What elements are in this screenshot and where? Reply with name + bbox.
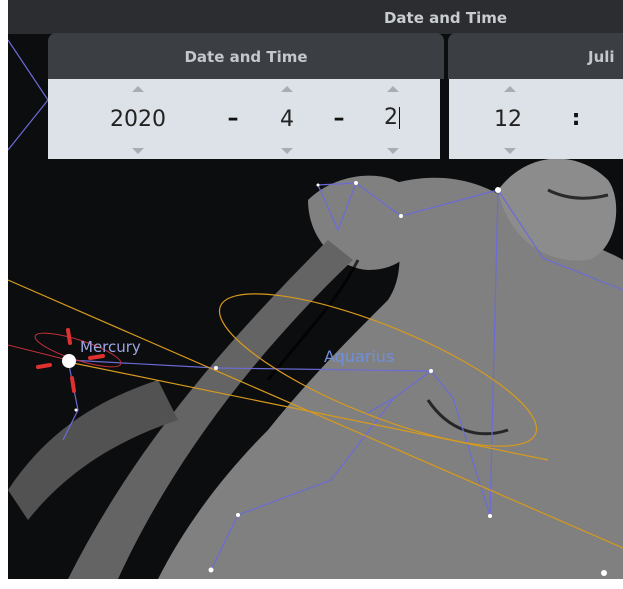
constellation-label: Aquarius xyxy=(324,347,394,366)
day-field[interactable]: 2 xyxy=(384,107,400,129)
hour-field[interactable]: 12 xyxy=(494,107,522,132)
tab-active[interactable]: Date and Time xyxy=(48,33,444,79)
window-title: Date and Time xyxy=(8,9,623,27)
time-panel xyxy=(449,79,623,159)
tab[interactable]: Juli xyxy=(448,33,623,79)
planet-label: Mercury xyxy=(80,338,141,356)
window-titlebar: Date and Time xyxy=(8,0,623,34)
date-panel xyxy=(48,79,440,159)
date-separator: – xyxy=(334,106,345,131)
screen: Mercury Aquarius Date and Time Date and … xyxy=(0,0,623,589)
year-field[interactable]: 2020 xyxy=(110,107,166,132)
time-separator: : xyxy=(572,106,581,131)
month-field[interactable]: 4 xyxy=(280,107,294,132)
tab-label[interactable]: Date and Time xyxy=(48,48,444,66)
date-separator: – xyxy=(228,106,239,131)
tab-label[interactable]: Juli xyxy=(588,48,615,66)
